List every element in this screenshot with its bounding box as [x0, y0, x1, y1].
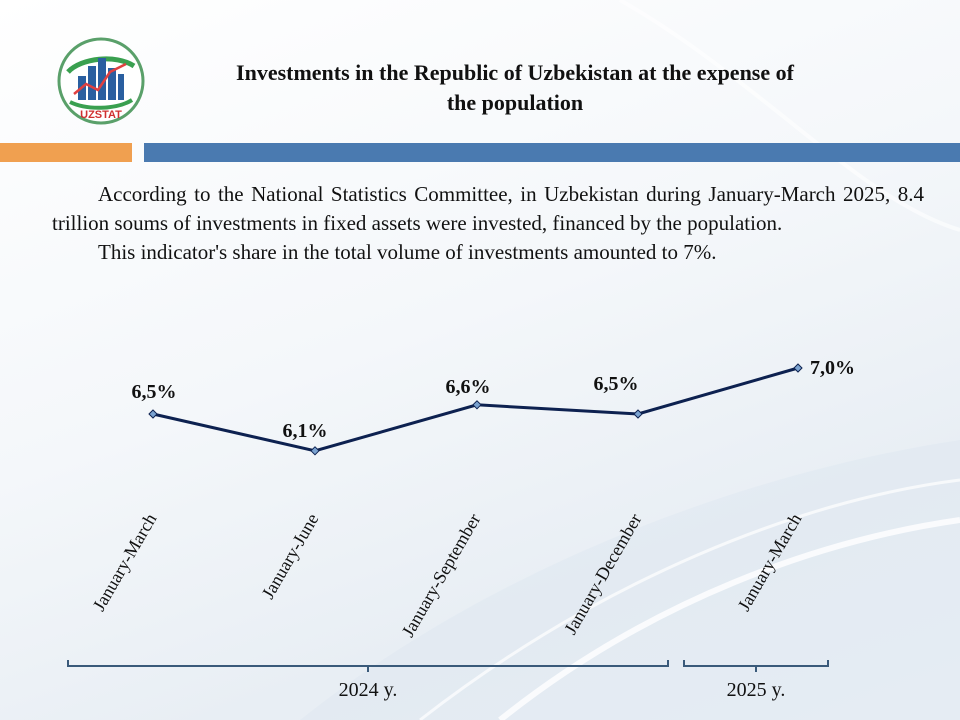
data-point [310, 446, 320, 456]
data-point [148, 409, 158, 419]
header-orange-bar [0, 143, 132, 162]
year-group-label: 2024 y. [339, 679, 398, 701]
header-blue-bar [144, 143, 960, 162]
x-tick-label: January-December [560, 510, 645, 638]
x-tick-label: January-June [258, 510, 323, 602]
paragraph-1: According to the National Statistics Com… [52, 182, 924, 235]
data-label: 7,0% [810, 357, 855, 379]
x-tick-label: January-March [734, 510, 806, 614]
data-label: 6,5% [132, 381, 177, 403]
data-label: 6,1% [283, 420, 328, 442]
logo-text: UZSTAT [80, 109, 122, 121]
data-point [793, 363, 803, 373]
uzstat-logo: UZSTAT [56, 36, 146, 126]
line-chart: 6,5% 6,1% 6,6% 6,5% 7,0% January-March January… [67, 357, 855, 701]
x-tick-label: January-March [89, 510, 161, 614]
year-group-label: 2025 y. [727, 679, 786, 701]
data-point [472, 400, 482, 410]
data-point [633, 409, 643, 419]
data-label: 6,5% [594, 373, 639, 395]
title-line-1: Investments in the Republic of Uzbekista… [236, 60, 794, 85]
paragraph-2: This indicator's share in the total volu… [98, 240, 717, 264]
data-label: 6,6% [446, 376, 491, 398]
page-title: Investments in the Republic of Uzbekista… [150, 58, 880, 118]
x-tick-label: January-September [398, 510, 485, 640]
year-bracket [683, 660, 829, 672]
description-text: According to the National Statistics Com… [52, 180, 924, 267]
year-bracket [67, 660, 669, 672]
title-line-2: the population [446, 90, 584, 115]
